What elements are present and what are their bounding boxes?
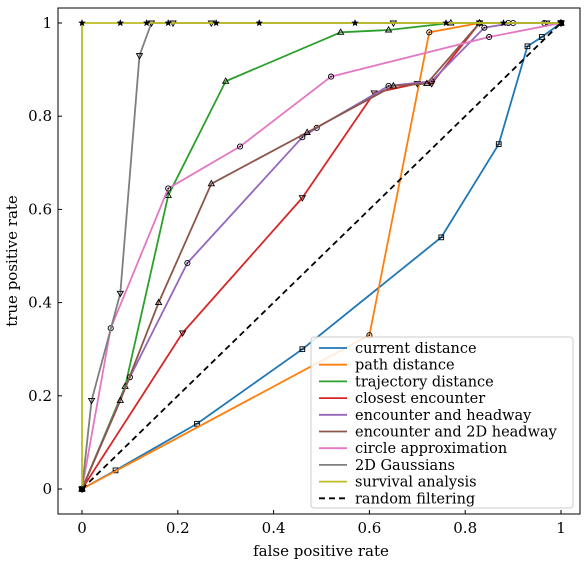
- data-point-center: [387, 85, 390, 87]
- data-point: [116, 396, 125, 403]
- data-point-center: [330, 75, 332, 78]
- legend-label: 2D Gaussians: [355, 458, 455, 474]
- x-tick-label: 1: [556, 519, 566, 537]
- series-random-filtering: [81, 22, 562, 490]
- data-point: [255, 18, 264, 27]
- x-tick-label: 0.2: [166, 519, 190, 537]
- data-point: [207, 179, 216, 187]
- legend-label: circle approximation: [355, 441, 507, 457]
- data-point-center: [428, 31, 431, 34]
- data-point: [154, 298, 163, 306]
- data-point: [499, 18, 508, 27]
- legend-label: closest encounter: [355, 391, 485, 407]
- data-point: [212, 18, 221, 27]
- data-point: [328, 73, 335, 80]
- y-axis-label: true positive rate: [3, 195, 21, 327]
- data-point: [142, 18, 151, 27]
- data-point: [237, 143, 244, 150]
- data-point: [87, 398, 96, 405]
- data-point-center: [483, 26, 486, 29]
- legend-label: encounter and 2D headway: [355, 425, 558, 441]
- y-tick-label: 0.8: [28, 107, 52, 125]
- legend-box: [310, 336, 574, 509]
- data-point: [178, 330, 187, 337]
- data-point: [389, 81, 398, 89]
- y-tick-label: 0: [42, 480, 52, 498]
- legend-label: current distance: [355, 341, 477, 357]
- legend-label: random filtering: [355, 491, 475, 507]
- data-point: [135, 53, 144, 60]
- plot-frame: [57, 7, 581, 515]
- legend-label: path distance: [355, 358, 455, 374]
- data-point: [303, 128, 311, 135]
- data-point-center: [368, 334, 371, 337]
- x-tick-label: 0: [77, 519, 87, 537]
- axis-ticks: 0 0.2 0.4 0.6 0.8 1 0 0.2 0.4 0.6 0.8 1: [28, 14, 566, 537]
- x-tick-label: 0.4: [262, 519, 286, 537]
- legend-label: survival analysis: [355, 475, 477, 491]
- data-point: [184, 259, 191, 267]
- data-point: [78, 18, 86, 27]
- data-point-center: [167, 187, 170, 190]
- data-point: [486, 33, 493, 41]
- data-point: [423, 79, 431, 87]
- data-point-center: [488, 36, 490, 38]
- series-layer: [78, 18, 565, 494]
- data-point: [164, 191, 172, 198]
- data-point: [116, 290, 125, 298]
- series-survival-analysis: [78, 18, 565, 493]
- data-point: [351, 18, 359, 27]
- x-axis-label: false positive rate: [253, 542, 389, 560]
- data-point: [165, 185, 172, 192]
- x-tick-label: 0.6: [357, 519, 381, 537]
- data-point: [116, 18, 125, 27]
- data-point: [336, 28, 345, 35]
- y-tick-label: 0.4: [28, 294, 52, 312]
- series-line: [81, 22, 562, 490]
- legend-label: encounter and headway: [355, 408, 532, 424]
- legend-label: trajectory distance: [355, 374, 494, 390]
- data-point: [426, 29, 433, 36]
- series-line: [81, 22, 561, 490]
- y-tick-label: 1: [42, 14, 52, 32]
- data-point-center: [186, 262, 189, 264]
- x-tick-label: 0.8: [453, 519, 477, 537]
- data-point: [481, 24, 488, 31]
- data-point: [384, 25, 393, 33]
- data-point: [221, 77, 230, 84]
- data-point: [298, 195, 307, 202]
- data-point-center: [239, 145, 241, 148]
- data-point: [442, 18, 450, 27]
- y-tick-label: 0.2: [28, 387, 52, 405]
- y-tick-label: 0.6: [28, 200, 52, 218]
- data-point: [164, 18, 173, 27]
- data-point: [557, 18, 565, 27]
- data-point-center: [301, 136, 304, 138]
- data-point-center: [430, 80, 433, 83]
